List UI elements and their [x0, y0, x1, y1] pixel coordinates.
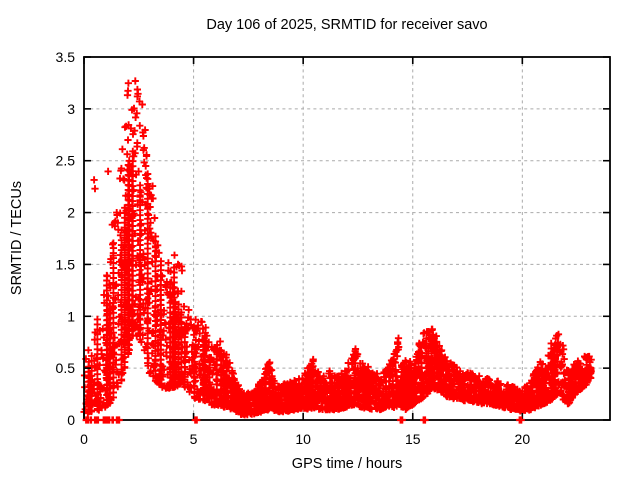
svg-text:10: 10	[295, 431, 311, 447]
chart-title: Day 106 of 2025, SRMTID for receiver sav…	[206, 17, 488, 33]
x-axis-title: GPS time / hours	[291, 456, 403, 472]
svg-text:2.5: 2.5	[56, 153, 76, 169]
svg-text:0.5: 0.5	[56, 360, 76, 376]
svg-text:1.5: 1.5	[56, 256, 76, 272]
scatter-points	[80, 77, 595, 419]
zero-value-points	[82, 416, 525, 424]
svg-text:1: 1	[67, 308, 75, 324]
svg-text:0: 0	[80, 431, 88, 447]
svg-text:20: 20	[515, 431, 531, 447]
svg-text:2: 2	[67, 205, 75, 221]
svg-text:3.5: 3.5	[56, 49, 76, 65]
axes-and-ticks: 0 5 10 15 20 0 0.5 1 1.5 2 2.5 3 3.5	[56, 49, 611, 447]
svg-text:0: 0	[67, 412, 75, 428]
svg-text:5: 5	[190, 431, 198, 447]
svg-text:3: 3	[67, 101, 75, 117]
svg-text:15: 15	[405, 431, 421, 447]
